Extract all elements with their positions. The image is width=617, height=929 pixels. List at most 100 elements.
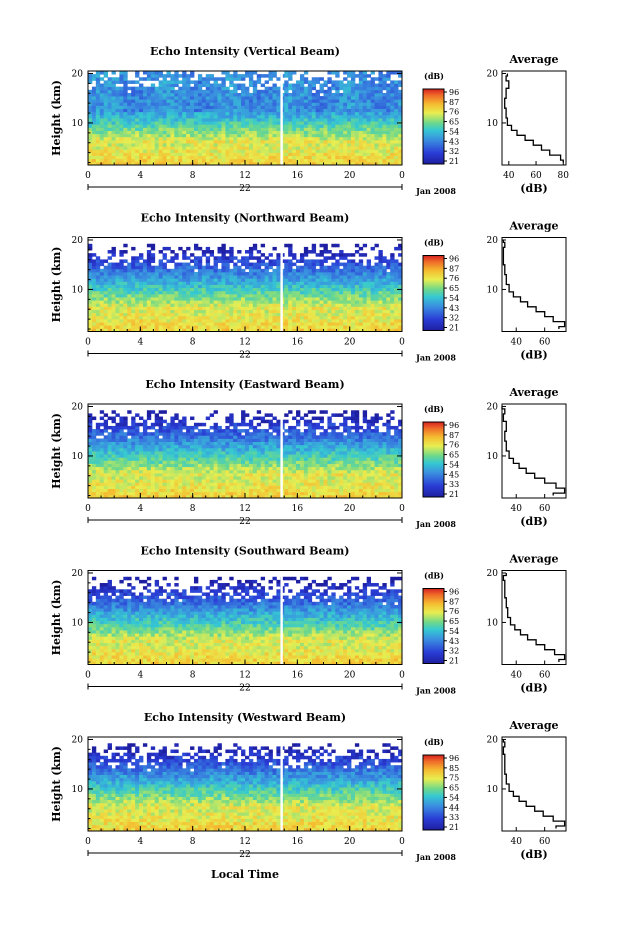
profile-y-tick-label: 20 [487,236,499,246]
profile-y-tick-label: 10 [487,119,499,129]
colorbar [422,754,445,831]
x-tick-label: 20 [344,504,356,514]
day-label: 22 [239,517,250,527]
colorbar-tick-label: 54 [449,294,459,303]
colorbar-tick-label: 87 [449,98,459,107]
colorbar-tick-label: 76 [449,274,459,283]
y-tick-label: 10 [72,452,84,462]
x-tick-label: 0 [85,338,91,348]
day-label: 22 [239,351,250,361]
y-tick-label: 20 [72,69,84,79]
heatmap-cells [88,243,403,332]
profile-x-tick-label: 40 [510,338,522,348]
profile-line [501,406,566,496]
data-gap [280,570,283,665]
profile-y-tick-label: 10 [487,618,499,628]
colorbar-unit: (dB) [424,71,444,81]
panel-title: Echo Intensity (Southward Beam) [141,545,350,558]
day-label: 22 [239,184,250,194]
data-gap [280,71,283,165]
colorbar-tick-label: 54 [449,460,459,469]
y-tick-label: 20 [72,402,84,412]
colorbar-tick-label: 21 [449,657,459,666]
colorbar-tick-label: 65 [449,784,459,793]
profile-y-tick-label: 20 [487,69,499,79]
panel-title: Echo Intensity (Northward Beam) [141,212,350,225]
profile-y-tick-label: 10 [487,785,499,795]
x-tick-label: 0 [85,671,91,681]
colorbar-tick-label: 54 [449,127,459,136]
profile-y-tick-label: 10 [487,285,499,295]
x-tick-label: 4 [137,338,143,348]
y-tick-label: 20 [72,735,84,745]
colorbar-tick-label: 96 [449,88,459,97]
data-gap [280,737,283,831]
colorbar-unit: (dB) [424,404,444,414]
colorbar-tick-label: 21 [449,823,459,832]
colorbar-tick-label: 76 [449,441,459,450]
profile-frame [501,736,567,832]
profile-x-tick-label: 60 [539,338,551,348]
profile-x-label: (dB) [520,349,547,362]
y-tick-label: 10 [72,285,84,295]
x-tick-label: 8 [190,837,196,847]
data-gap [280,237,283,332]
profile-frame [501,403,567,499]
y-axis-label: Height (km) [50,247,63,323]
colorbar-tick-label: 96 [449,754,459,763]
panel-title: Echo Intensity (Westward Beam) [144,711,346,724]
colorbar [422,421,445,498]
day-label: 22 [239,850,250,860]
colorbar-unit: (dB) [424,737,444,747]
x-tick-label: 8 [190,671,196,681]
profile-title: Average [508,553,558,566]
x-tick-label: 16 [292,671,304,681]
x-tick-label: 20 [344,837,356,847]
heatmap-cells [88,576,403,665]
colorbar-tick-label: 54 [449,793,459,802]
profile-x-tick-label: 60 [539,671,551,681]
colorbar-tick-label: 75 [449,774,459,783]
data-gap [280,404,283,498]
colorbar-tick-label: 76 [449,607,459,616]
x-tick-label: 12 [239,338,250,348]
x-tick-label: 4 [137,171,143,181]
panel-title: Echo Intensity (Eastward Beam) [145,378,344,391]
x-tick-label: 0 [399,837,405,847]
profile-y-tick-label: 20 [487,402,499,412]
profile-x-tick-label: 40 [510,671,522,681]
colorbar-tick-label: 65 [449,451,459,460]
x-tick-label: 20 [344,671,356,681]
y-axis-label: Height (km) [50,413,63,489]
x-tick-label: 0 [85,171,91,181]
date-label: Jan 2008 [415,852,456,862]
x-tick-label: 8 [190,338,196,348]
profile-frame [501,570,567,665]
colorbar-tick-label: 87 [449,431,459,440]
x-tick-label: 20 [344,171,356,181]
y-tick-label: 10 [72,785,84,795]
colorbar-tick-label: 32 [449,147,459,156]
profile-x-tick-label: 60 [539,837,551,847]
x-tick-label: 16 [292,504,304,514]
colorbar-tick-label: 65 [449,118,459,127]
profile-line [502,240,566,329]
colorbar-tick-label: 43 [449,137,459,146]
profile-title: Average [508,53,558,66]
x-tick-label: 8 [190,171,196,181]
x-tick-label: 0 [399,671,405,681]
colorbar-tick-label: 43 [449,637,459,646]
colorbar-tick-label: 45 [449,470,459,479]
profile-y-tick-label: 20 [487,735,499,745]
x-tick-label: 12 [239,837,250,847]
colorbar-tick-label: 76 [449,108,459,117]
colorbar-tick-label: 21 [449,490,459,499]
y-axis-label: Height (km) [50,80,63,156]
profile-x-label: (dB) [520,515,547,528]
x-tick-label: 20 [344,338,356,348]
colorbar-tick-label: 33 [449,813,459,822]
date-label: Jan 2008 [415,186,456,196]
x-tick-label: 16 [292,171,304,181]
profile-x-tick-label: 40 [510,837,522,847]
